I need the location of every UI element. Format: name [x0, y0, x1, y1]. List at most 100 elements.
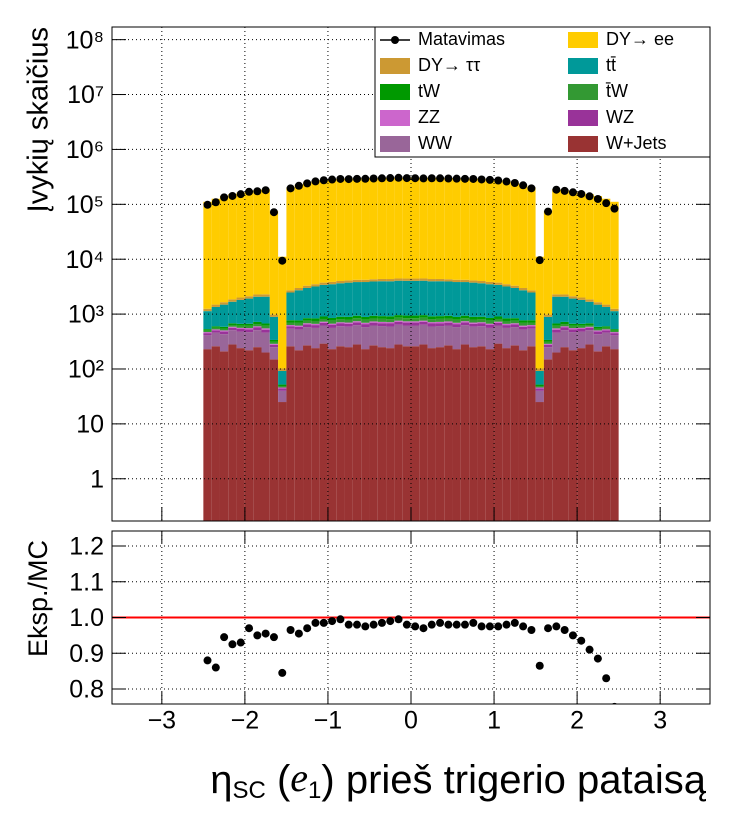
data-point [502, 177, 511, 186]
stack-segment [502, 325, 511, 328]
stack-segment [460, 322, 470, 326]
ratio-point [527, 626, 536, 635]
stack-segment [369, 321, 378, 323]
stack-segment [294, 326, 304, 330]
ratio-point [560, 626, 569, 635]
stack-segment [518, 326, 528, 330]
stack-segment [543, 316, 553, 340]
stack-segment [402, 280, 411, 316]
stack-segment [502, 320, 511, 324]
stack-segment [286, 292, 295, 321]
stack-segment [469, 319, 478, 323]
stack-segment [460, 282, 470, 316]
stack-segment [278, 390, 287, 403]
stack-segment [494, 343, 503, 521]
stack-segment [510, 345, 519, 521]
stack-segment [535, 368, 544, 371]
stack-segment [527, 292, 536, 321]
stack-segment [394, 321, 403, 325]
stack-segment [535, 390, 544, 403]
stack-segment [527, 290, 536, 293]
stack-segment [261, 323, 270, 326]
stack-segment [460, 178, 470, 280]
ratio-point [427, 620, 436, 629]
stack-segment [261, 296, 270, 324]
ratio-point [261, 629, 270, 638]
stack-segment [244, 325, 254, 329]
stack-segment [336, 319, 345, 323]
stack-segment [261, 329, 270, 333]
stack-segment [602, 198, 611, 305]
stack-segment [386, 319, 395, 323]
stack-segment [593, 304, 603, 327]
stack-segment [286, 320, 295, 323]
stack-segment [386, 326, 395, 349]
stack-segment [369, 315, 378, 319]
stack-segment [469, 347, 478, 521]
x-axis-title-part: SC [232, 777, 265, 804]
stack-segment [510, 324, 519, 328]
data-point [269, 208, 278, 217]
stack-segment [311, 284, 320, 287]
stack-segment [261, 325, 270, 329]
stack-segment [452, 322, 461, 325]
stack-segment [269, 314, 279, 317]
legend-swatch [568, 58, 598, 74]
data-point [261, 186, 270, 195]
stack-segment [327, 323, 337, 325]
stack-segment [286, 290, 295, 293]
stack-segment [510, 323, 519, 325]
data-point [336, 174, 345, 183]
stack-segment [460, 325, 470, 345]
stack-segment [535, 370, 544, 385]
stack-segment [502, 181, 511, 285]
ratio-point [294, 629, 303, 638]
stack-segment [203, 335, 212, 350]
data-point [278, 256, 287, 265]
stack-segment [527, 328, 536, 347]
stack-segment [228, 194, 237, 300]
stack-segment [394, 320, 403, 322]
stack-segment [560, 347, 569, 521]
stack-segment [203, 330, 212, 333]
ratio-point [253, 631, 262, 640]
ratio-point [203, 656, 212, 665]
stack-segment [485, 349, 495, 521]
stack-segment [411, 177, 420, 279]
stack-segment [261, 352, 270, 521]
legend-label: tW [418, 81, 440, 101]
stack-segment [527, 326, 536, 329]
stack-segment [460, 318, 470, 322]
stack-segment [377, 177, 387, 279]
legend-label: DY→ ττ [418, 55, 480, 75]
stack-segment [336, 283, 345, 317]
stack-segment [602, 330, 611, 333]
stack-segment [568, 350, 578, 521]
data-point [577, 189, 586, 198]
stack-segment [253, 294, 262, 297]
stack-segment [269, 344, 279, 348]
stack-segment [593, 351, 603, 521]
stack-segment [477, 283, 486, 317]
stack-segment [344, 326, 353, 348]
stack-segment [452, 324, 461, 328]
stack-segment [469, 282, 478, 317]
stack-segment [361, 319, 370, 323]
stack-segment [552, 323, 561, 326]
stack-segment [228, 323, 237, 325]
data-point [294, 181, 303, 190]
stack-segment [253, 326, 262, 328]
ratio-point [485, 622, 494, 631]
stack-segment [311, 286, 320, 319]
x-axis-title-part: ) prieš trigerio pataisą [321, 758, 706, 802]
stack-segment [435, 321, 445, 324]
data-point [477, 175, 486, 184]
ratio-point [436, 618, 445, 627]
stack-segment [236, 299, 245, 324]
stack-segment [261, 332, 270, 353]
stack-segment [552, 189, 561, 295]
stack-segment [518, 290, 528, 321]
stack-segment [386, 281, 395, 317]
stack-segment [452, 279, 461, 283]
stack-segment [494, 325, 503, 344]
